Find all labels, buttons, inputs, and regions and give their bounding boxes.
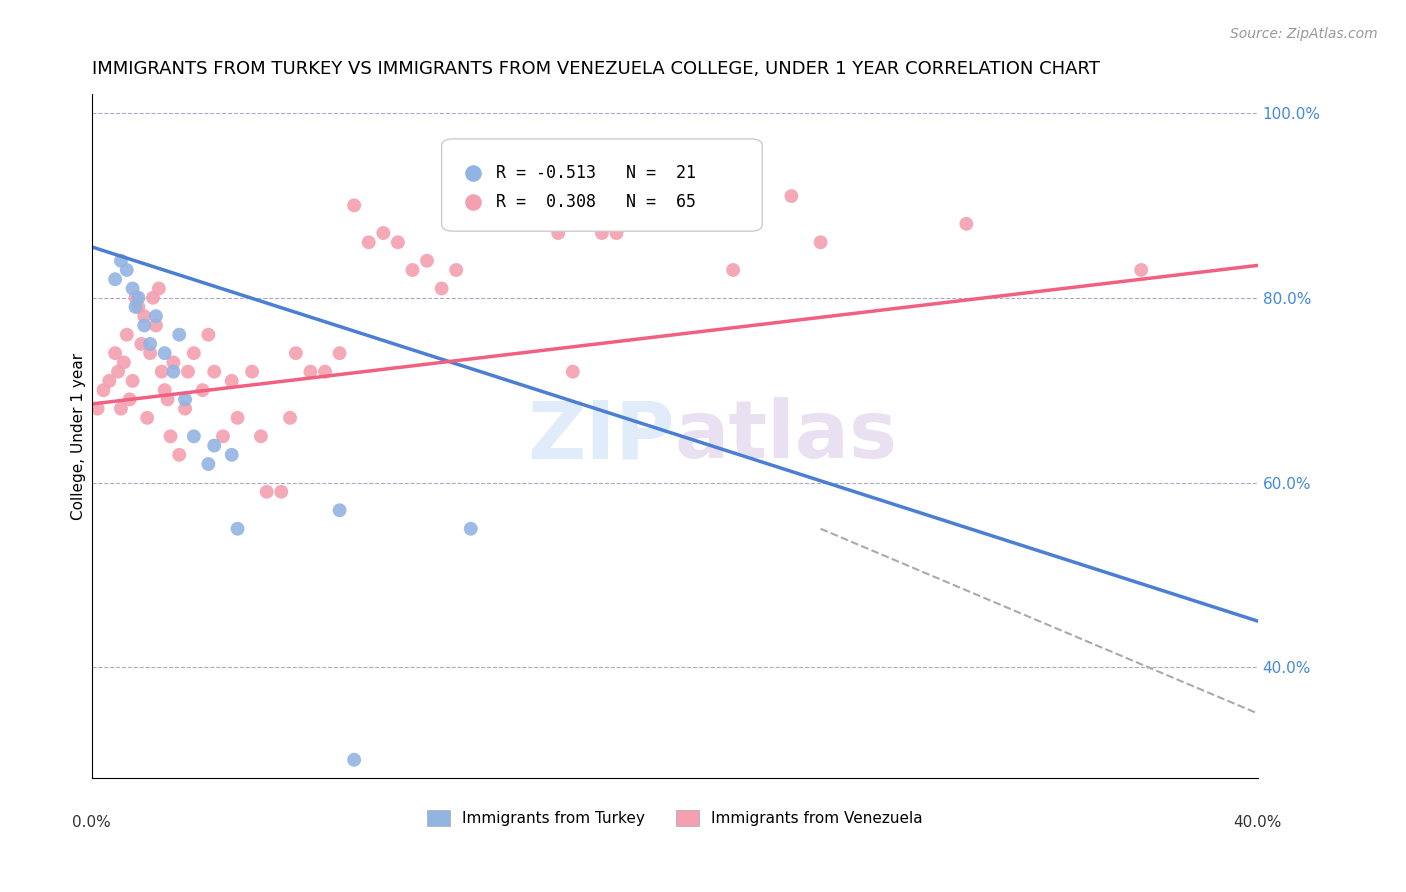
Point <box>86 401 108 416</box>
Point <box>139 346 162 360</box>
Point <box>329 503 352 517</box>
Point <box>250 429 273 443</box>
Text: 0.0%: 0.0% <box>73 815 111 830</box>
Point <box>343 198 366 212</box>
Point <box>131 337 153 351</box>
Point <box>177 365 200 379</box>
Point <box>98 374 121 388</box>
Point <box>561 365 583 379</box>
Point <box>221 448 243 462</box>
FancyBboxPatch shape <box>441 139 762 231</box>
Point <box>226 410 249 425</box>
Point <box>162 355 184 369</box>
Text: ZIP: ZIP <box>527 397 675 475</box>
Point <box>153 383 176 397</box>
Text: atlas: atlas <box>675 397 898 475</box>
Point <box>124 300 146 314</box>
Point <box>1033 212 1056 227</box>
Point <box>110 253 132 268</box>
Point <box>121 374 143 388</box>
Point <box>314 365 336 379</box>
Point <box>634 208 657 222</box>
Point <box>780 189 803 203</box>
Point <box>174 401 197 416</box>
Point <box>444 263 467 277</box>
Text: IMMIGRANTS FROM TURKEY VS IMMIGRANTS FROM VENEZUELA COLLEGE, UNDER 1 YEAR CORREL: IMMIGRANTS FROM TURKEY VS IMMIGRANTS FRO… <box>91 60 1099 78</box>
Text: Source: ZipAtlas.com: Source: ZipAtlas.com <box>1230 27 1378 41</box>
Point <box>191 383 214 397</box>
Point <box>167 327 190 342</box>
Point <box>107 365 129 379</box>
Point <box>373 226 395 240</box>
Point <box>183 429 205 443</box>
Point <box>142 291 165 305</box>
Point <box>162 365 184 379</box>
Point <box>127 300 149 314</box>
Point <box>202 365 225 379</box>
Point <box>620 152 643 166</box>
Point <box>197 327 219 342</box>
Text: 40.0%: 40.0% <box>1233 815 1282 830</box>
Point <box>299 365 322 379</box>
Point <box>134 309 156 323</box>
Point <box>810 235 832 250</box>
Point <box>226 522 249 536</box>
Point <box>121 281 143 295</box>
Point <box>145 309 167 323</box>
Point <box>240 365 263 379</box>
Y-axis label: College, Under 1 year: College, Under 1 year <box>72 352 86 520</box>
Point <box>118 392 141 407</box>
Point <box>401 263 423 277</box>
Point <box>221 374 243 388</box>
Point <box>664 189 686 203</box>
Point <box>93 383 115 397</box>
Point <box>416 253 439 268</box>
Point <box>460 179 482 194</box>
Point <box>150 365 173 379</box>
Point <box>145 318 167 333</box>
Point <box>1033 252 1056 266</box>
Text: R =  0.308   N =  65: R = 0.308 N = 65 <box>496 194 696 211</box>
Point <box>357 235 380 250</box>
Point <box>153 346 176 360</box>
Point <box>124 291 146 305</box>
Point <box>721 263 744 277</box>
Point <box>212 429 235 443</box>
Point <box>112 355 135 369</box>
Legend: Immigrants from Turkey, Immigrants from Venezuela: Immigrants from Turkey, Immigrants from … <box>420 804 928 832</box>
Point <box>547 226 569 240</box>
Point <box>955 217 977 231</box>
Point <box>104 272 127 286</box>
Point <box>284 346 307 360</box>
Point <box>148 281 170 295</box>
Point <box>136 410 159 425</box>
Point <box>1130 263 1153 277</box>
Point <box>270 484 292 499</box>
Point <box>605 226 627 240</box>
Point <box>115 327 138 342</box>
Point <box>278 410 301 425</box>
Point <box>343 753 366 767</box>
Point <box>460 522 482 536</box>
Point <box>167 448 190 462</box>
Point <box>183 346 205 360</box>
Point <box>387 235 409 250</box>
Point <box>256 484 278 499</box>
Point <box>104 346 127 360</box>
Point <box>110 401 132 416</box>
Point <box>576 161 599 176</box>
Point <box>197 457 219 471</box>
Point <box>430 281 453 295</box>
Point <box>115 263 138 277</box>
Point <box>127 291 149 305</box>
Text: R = -0.513   N =  21: R = -0.513 N = 21 <box>496 164 696 182</box>
Point <box>591 226 613 240</box>
Point <box>156 392 179 407</box>
Point <box>174 392 197 407</box>
Point <box>134 318 156 333</box>
Point <box>202 439 225 453</box>
Point <box>159 429 181 443</box>
Point <box>139 337 162 351</box>
Point <box>329 346 352 360</box>
